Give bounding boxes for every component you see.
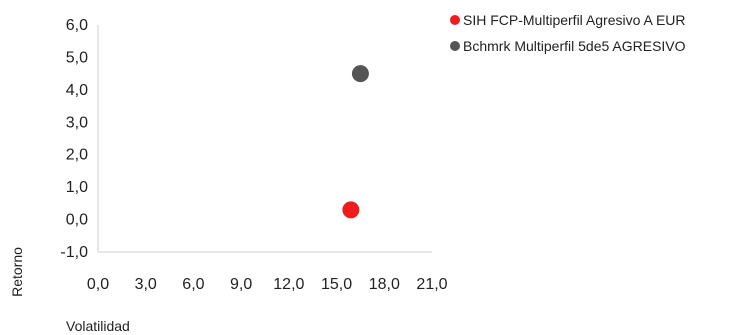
data-points — [342, 65, 369, 219]
x-axis-label: Volatilidad — [66, 318, 130, 334]
legend: SIH FCP-Multiperfil Agresivo A EUR Bchmrk… — [450, 12, 686, 54]
x-tick-label: 6,0 — [182, 276, 204, 293]
legend-label-2: Bchmrk Multiperfil 5de5 AGRESIVO — [463, 38, 686, 54]
legend-marker-2 — [450, 41, 460, 51]
x-tick-label: 18,0 — [369, 276, 400, 293]
x-tick-label: 12,0 — [273, 276, 304, 293]
x-tick-label: 0,0 — [87, 276, 109, 293]
x-tick-label: 9,0 — [230, 276, 252, 293]
x-tick-label: 15,0 — [321, 276, 352, 293]
y-axis-label: Retorno — [9, 247, 25, 297]
x-tick-label: 3,0 — [135, 276, 157, 293]
data-point-2 — [351, 65, 369, 83]
y-tick-label: 4,0 — [66, 82, 88, 99]
y-tick-label: -1,0 — [60, 244, 88, 261]
y-tick-labels: 6,0 5,0 4,0 3,0 2,0 1,0 0,0 -1,0 — [60, 17, 88, 261]
x-tick-labels: 0,0 3,0 6,0 9,0 12,0 15,0 18,0 21,0 — [87, 276, 448, 293]
y-tick-label: 3,0 — [66, 114, 88, 131]
y-tick-label: 0,0 — [66, 212, 88, 229]
data-point-1 — [342, 201, 360, 219]
y-tick-label: 2,0 — [66, 147, 88, 164]
y-tick-label: 1,0 — [66, 179, 88, 196]
x-tick-label: 21,0 — [416, 276, 447, 293]
legend-label-1: SIH FCP-Multiperfil Agresivo A EUR — [463, 12, 686, 28]
y-tick-label: 6,0 — [66, 17, 88, 34]
legend-marker-1 — [450, 15, 460, 25]
y-tick-label: 5,0 — [66, 49, 88, 66]
axes — [97, 25, 432, 253]
